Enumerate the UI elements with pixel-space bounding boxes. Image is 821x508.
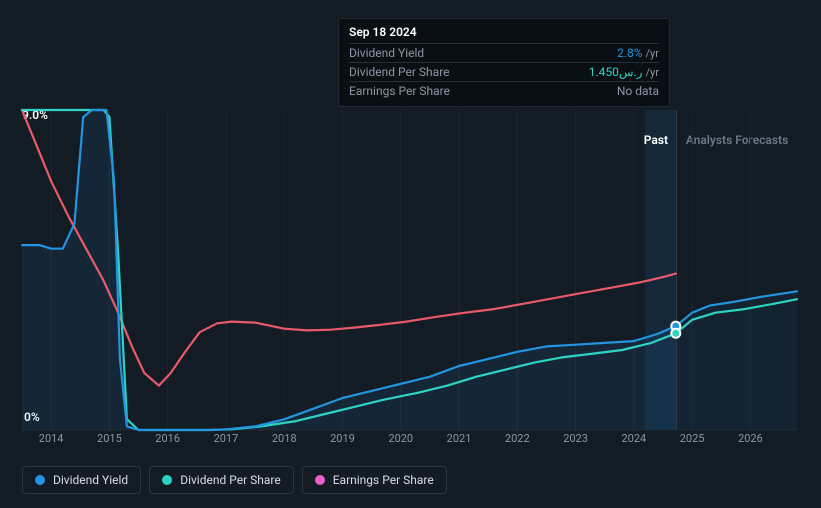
legend-dot-icon xyxy=(35,475,45,485)
x-axis-tick-label: 2016 xyxy=(155,432,180,445)
x-axis-tick-label: 2015 xyxy=(97,432,122,445)
x-axis-tick-label: 2014 xyxy=(39,432,64,445)
tooltip-date: Sep 18 2024 xyxy=(349,25,659,43)
legend-item[interactable]: Dividend Per Share xyxy=(149,466,294,494)
x-axis-tick-label: 2024 xyxy=(621,432,646,445)
legend-label: Dividend Per Share xyxy=(180,473,281,487)
x-axis-tick-label: 2017 xyxy=(214,432,239,445)
tooltip: Sep 18 2024 Dividend Yield2.8%/yrDividen… xyxy=(338,18,670,107)
x-axis-tick-label: 2026 xyxy=(738,432,763,445)
legend: Dividend Yield Dividend Per Share Earnings… xyxy=(22,466,447,494)
x-axis-tick-label: 2019 xyxy=(330,432,355,445)
x-axis-labels: 2014 2015 2016 2017 2018 2019 2020 2021 2022 2023… xyxy=(22,432,797,452)
tooltip-row: Dividend Yield 2.8%/yr xyxy=(349,43,659,62)
legend-item[interactable]: Dividend Yield xyxy=(22,466,141,494)
tooltip-row-value: 1.450ر.س/yr xyxy=(589,65,659,79)
x-axis-tick-label: 2020 xyxy=(388,432,413,445)
tooltip-row-key: Earnings Per Share xyxy=(349,84,450,98)
tooltip-row: Earnings Per Share No data xyxy=(349,81,659,100)
x-axis-tick-label: 2023 xyxy=(563,432,588,445)
x-axis-tick-label: 2025 xyxy=(680,432,705,445)
tooltip-row: Dividend Per Share 1.450ر.س/yr xyxy=(349,62,659,81)
legend-label: Earnings Per Share xyxy=(333,473,434,487)
x-axis-tick-label: 2018 xyxy=(272,432,297,445)
tooltip-row-value: 2.8%/yr xyxy=(617,46,659,60)
tooltip-row-value: No data xyxy=(617,84,659,98)
x-axis-tick-label: 2022 xyxy=(505,432,530,445)
legend-label: Dividend Yield xyxy=(53,473,128,487)
x-axis-tick-label: 2021 xyxy=(447,432,472,445)
legend-dot-icon xyxy=(162,475,172,485)
tooltip-row-key: Dividend Yield xyxy=(349,46,424,60)
legend-item[interactable]: Earnings Per Share xyxy=(302,466,447,494)
tooltip-row-key: Dividend Per Share xyxy=(349,65,450,79)
legend-dot-icon xyxy=(315,475,325,485)
